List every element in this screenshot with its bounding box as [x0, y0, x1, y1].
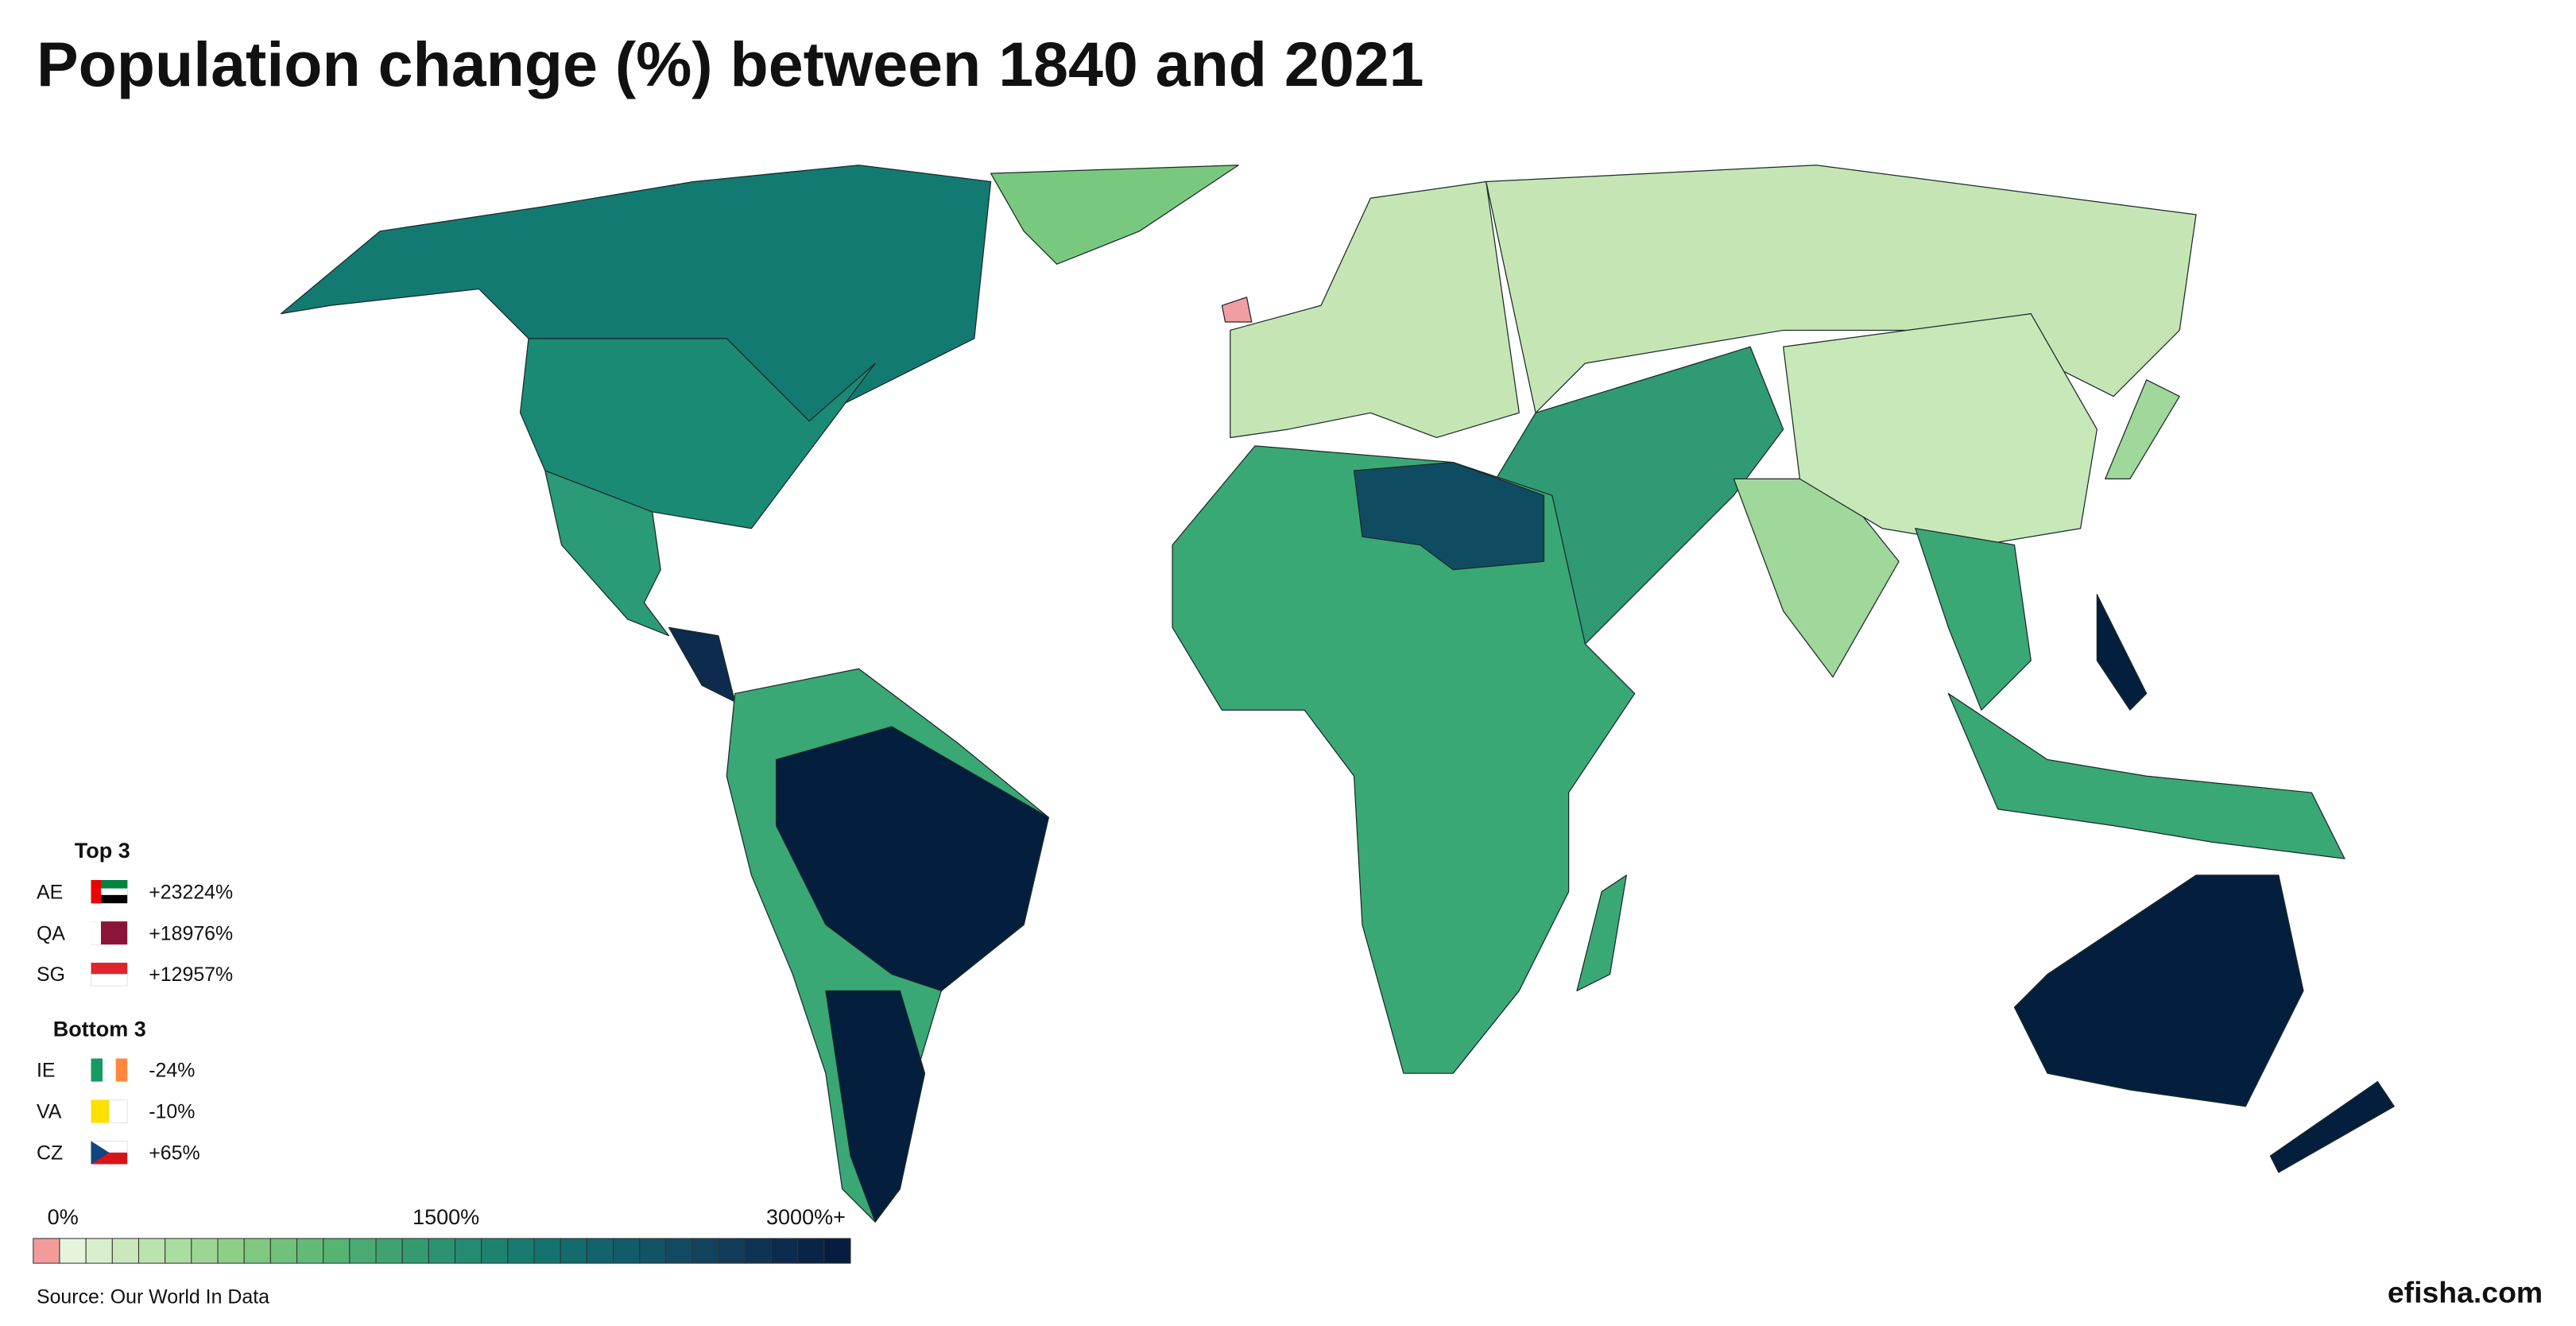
scale-swatch — [59, 1238, 87, 1264]
country-value: -24% — [149, 1060, 195, 1082]
scale-swatch — [217, 1238, 245, 1264]
scale-swatch — [613, 1238, 641, 1264]
scale-swatch — [507, 1238, 535, 1264]
north-africa — [1353, 461, 1545, 571]
scale-swatch — [85, 1238, 113, 1264]
scale-swatch — [33, 1238, 60, 1264]
country-value: +12957% — [149, 963, 233, 986]
southeast-asia — [1915, 528, 2032, 711]
flag — [100, 888, 128, 895]
africa — [1172, 445, 1636, 1074]
scale-swatch — [111, 1238, 140, 1264]
scale-swatch — [691, 1238, 719, 1264]
scale-swatch — [323, 1238, 351, 1264]
scale-label: 1500% — [413, 1205, 479, 1229]
scale-swatch — [533, 1238, 561, 1264]
color-scale: 0% 1500% 3000%+ — [33, 1205, 851, 1264]
brazil — [775, 726, 1049, 991]
scale-swatch — [639, 1238, 667, 1264]
flag — [91, 1141, 110, 1165]
australia — [2013, 874, 2304, 1107]
country-value: +65% — [149, 1142, 199, 1165]
japan — [2105, 379, 2180, 480]
flag — [115, 1058, 128, 1082]
scale-swatch — [665, 1238, 693, 1264]
new-zealand — [2269, 1080, 2395, 1173]
scale-swatch — [191, 1238, 219, 1264]
brand: efisha.com — [2388, 1275, 2543, 1309]
china — [1783, 313, 2098, 546]
scale-label: 3000%+ — [766, 1205, 846, 1229]
scale-swatch — [243, 1238, 271, 1264]
scale-swatch — [481, 1238, 509, 1264]
flag — [91, 1058, 103, 1082]
source: Source: Our World In Data — [37, 1285, 269, 1308]
flags — [91, 880, 128, 1165]
scale-swatch — [401, 1238, 429, 1264]
flag — [91, 880, 101, 904]
flag — [108, 1099, 128, 1123]
flag — [91, 963, 128, 975]
scale-swatch — [296, 1238, 324, 1264]
flag — [91, 1099, 110, 1123]
world-map — [280, 165, 2395, 1223]
ranking-legend: Top 3 Bottom 3 AE +23224% QA +18976% SG +1295… — [37, 839, 233, 1165]
madagascar — [1576, 874, 1627, 991]
country-code: IE — [37, 1060, 56, 1082]
argentina — [825, 990, 926, 1223]
country-code: CZ — [37, 1142, 63, 1165]
country-value: +18976% — [149, 922, 233, 944]
europe — [1230, 180, 1520, 439]
scale-swatch — [349, 1238, 377, 1264]
flag — [91, 921, 101, 945]
scale-swatch — [797, 1238, 825, 1264]
indonesia — [1947, 692, 2346, 859]
country-code: AE — [37, 881, 63, 903]
scale-swatch — [718, 1238, 746, 1264]
country-code: VA — [37, 1101, 62, 1123]
country-code: QA — [37, 922, 65, 944]
philippines — [2096, 594, 2148, 711]
title: Population change (%) between 1840 and 2… — [37, 29, 1424, 99]
bottom-title: Bottom 3 — [53, 1017, 146, 1041]
usa — [519, 338, 876, 529]
scale-swatch — [454, 1238, 482, 1264]
scale-swatch — [823, 1238, 851, 1264]
flag — [103, 1058, 116, 1082]
scale-swatch — [771, 1238, 799, 1264]
country-value: -10% — [149, 1101, 195, 1123]
central-america — [668, 626, 736, 703]
scale-swatch — [138, 1238, 166, 1264]
greenland — [990, 165, 1239, 265]
flag — [100, 880, 128, 889]
scale-swatch — [165, 1238, 192, 1264]
ireland — [1221, 297, 1253, 323]
scale-label: 0% — [48, 1205, 79, 1229]
scale-swatch — [560, 1238, 587, 1264]
mexico — [544, 470, 670, 637]
scale-swatch — [428, 1238, 456, 1264]
scale-swatch — [375, 1238, 403, 1264]
canada — [280, 165, 992, 422]
scale-swatch — [269, 1238, 298, 1264]
scale-swatch — [586, 1238, 614, 1264]
flag — [91, 974, 128, 987]
top-title: Top 3 — [75, 839, 130, 863]
country-code: SG — [37, 963, 65, 986]
country-value: +23224% — [149, 881, 233, 903]
scale-swatch — [744, 1238, 773, 1264]
